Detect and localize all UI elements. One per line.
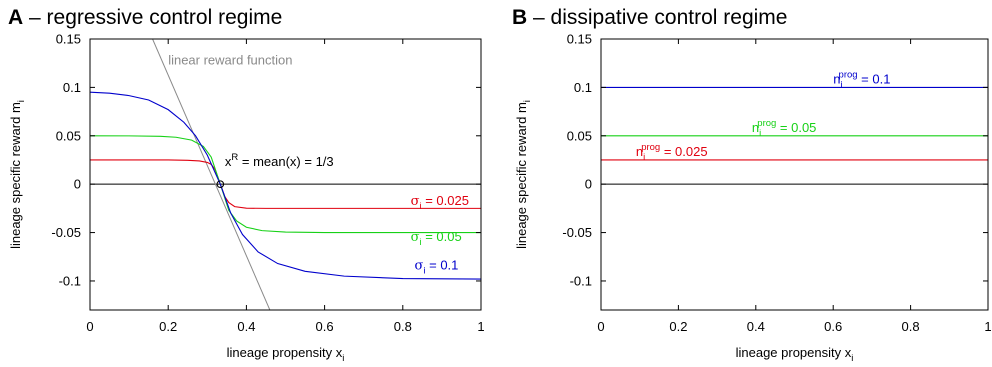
linear-reward-line: [152, 39, 271, 310]
series-label-blue: σi = 0.1: [415, 257, 459, 276]
y-tick-label: 0.1: [63, 80, 81, 95]
plot-frame: [600, 38, 989, 311]
panel-b: B – dissipative control regime niprog = 0…: [512, 6, 992, 364]
series-label-green: niprog = 0.05: [752, 118, 817, 139]
panel-title: B – dissipative control regime: [512, 6, 787, 29]
y-tick-label: -0.1: [570, 273, 592, 288]
y-tick-label: 0: [585, 177, 592, 192]
x-tick-label: 0.4: [237, 319, 255, 334]
y-tick-label: 0.05: [567, 128, 592, 143]
x-tick-label: 0.6: [824, 319, 842, 334]
panel-a: A – regressive control regime linear rewa…: [8, 6, 485, 364]
series-line-blue: [90, 91, 481, 280]
linear-reward-label: linear reward function: [168, 53, 292, 68]
series-label-red: σi = 0.025: [411, 193, 469, 212]
y-tick-label: -0.05: [51, 225, 81, 240]
plot-frame: [89, 38, 482, 311]
y-tick-label: 0.05: [56, 128, 81, 143]
panel-title: A – regressive control regime: [8, 6, 282, 29]
x-tick-label: 1: [984, 319, 991, 334]
series-label-blue: niprog = 0.1: [833, 70, 890, 91]
series-label-green: σi = 0.05: [411, 229, 462, 248]
y-axis-label: lineage specific reward mi: [8, 100, 27, 249]
y-tick-label: 0.15: [56, 32, 81, 47]
crossing-annotation: xR = mean(x) = 1/3: [225, 152, 334, 169]
x-tick-label: 0.2: [159, 319, 177, 334]
y-tick-label: -0.1: [59, 273, 81, 288]
crossing-point: [216, 180, 225, 189]
y-tick-label: 0: [74, 177, 81, 192]
x-tick-label: 1: [477, 319, 484, 334]
y-tick-label: 0.15: [567, 32, 592, 47]
x-tick-label: 0.8: [902, 319, 920, 334]
y-tick-label: -0.05: [562, 225, 592, 240]
x-axis-label: lineage propensity xi: [736, 345, 854, 364]
series-label-red: niprog = 0.025: [636, 142, 708, 163]
y-tick-label: 0.1: [574, 80, 592, 95]
x-tick-label: 0.8: [394, 319, 412, 334]
x-tick-label: 0.4: [747, 319, 765, 334]
x-axis-label: lineage propensity xi: [227, 345, 345, 364]
x-tick-label: 0: [86, 319, 93, 334]
x-tick-label: 0: [597, 319, 604, 334]
y-axis-label: lineage specific reward mi: [514, 100, 533, 249]
x-tick-label: 0.6: [316, 319, 334, 334]
x-tick-label: 0.2: [669, 319, 687, 334]
